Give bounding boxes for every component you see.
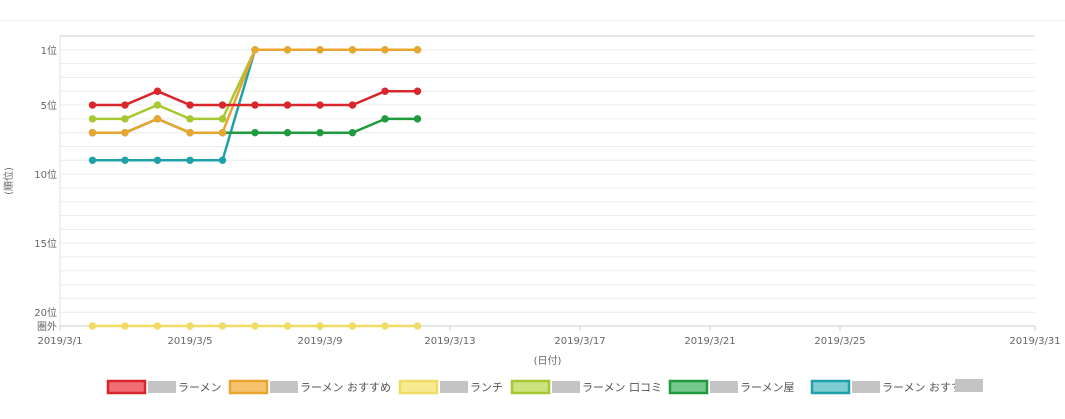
data-point	[348, 322, 357, 330]
data-point	[283, 128, 292, 137]
data-point	[186, 101, 194, 109]
y-axis-title: (順位)	[2, 167, 15, 195]
data-point	[186, 156, 194, 164]
data-point	[218, 115, 227, 123]
x-tick-label: 2019/3/1	[38, 336, 83, 347]
legend-item: ラーメン屋	[668, 379, 795, 395]
y-tick-label: 15位	[34, 237, 57, 250]
data-point	[251, 322, 259, 330]
data-point	[153, 87, 162, 95]
data-point	[121, 101, 129, 109]
data-point	[348, 46, 357, 54]
series-1	[88, 87, 422, 109]
y-tick-label: 5位	[41, 99, 57, 112]
data-point	[283, 101, 292, 109]
data-point	[121, 115, 129, 123]
y-tick-label: 20位	[34, 306, 57, 319]
data-point	[316, 322, 324, 330]
series-4	[88, 46, 422, 123]
x-tick-label: 2019/3/13	[424, 336, 475, 347]
data-point	[186, 128, 194, 137]
data-point	[413, 87, 422, 95]
legend-label: ラーメン おすすめ	[300, 381, 391, 394]
data-point	[381, 322, 389, 330]
legend-swatch	[228, 379, 269, 395]
data-point	[88, 128, 97, 137]
legend-swatch	[668, 379, 709, 395]
data-point	[283, 322, 292, 330]
data-point	[88, 322, 97, 330]
data-point	[348, 128, 357, 137]
data-point	[251, 101, 259, 109]
legend-label: ラーメン	[178, 381, 222, 394]
data-point	[186, 322, 194, 330]
legend-swatch	[810, 379, 851, 395]
data-point	[186, 115, 194, 123]
data-point	[121, 156, 129, 164]
legend-item: ラーメン おすすめ	[810, 379, 973, 395]
legend-item: ラーメン おすすめ	[228, 379, 391, 395]
data-point	[121, 322, 129, 330]
legend-redaction	[270, 381, 298, 393]
data-point	[381, 115, 389, 123]
data-point	[218, 156, 227, 164]
series-3	[88, 322, 422, 330]
data-point	[316, 46, 324, 54]
legend-label: ラーメン 口コミ	[582, 381, 662, 394]
legend-redaction	[148, 381, 176, 393]
legend-redaction-tail	[955, 379, 983, 392]
legend-label: ラーメン おすすめ	[882, 381, 973, 394]
data-point	[381, 46, 389, 54]
legend-redaction	[552, 381, 580, 393]
data-point	[413, 46, 422, 54]
x-tick-label: 2019/3/31	[1009, 336, 1060, 347]
data-point	[218, 101, 227, 109]
data-point	[348, 101, 357, 109]
y-tick-label: 1位	[41, 44, 57, 57]
legend-label: ランチ	[470, 381, 503, 394]
data-point	[251, 46, 259, 54]
legend-item: ラーメン 口コミ	[510, 379, 662, 395]
legend-swatch	[398, 379, 439, 395]
data-point	[88, 156, 97, 164]
legend-item: ランチ	[398, 379, 503, 395]
x-axis-title: (日付)	[534, 354, 562, 367]
data-point	[316, 101, 324, 109]
grid-lines	[60, 49, 1035, 313]
legend-swatch	[106, 379, 147, 395]
data-point	[283, 46, 292, 54]
legend-redaction	[852, 381, 880, 393]
series-2	[88, 46, 422, 137]
x-tick-label: 2019/3/21	[684, 336, 735, 347]
data-point	[381, 87, 389, 95]
legend-swatch	[510, 379, 551, 395]
data-point	[88, 115, 97, 123]
legend: ラーメン ラーメン おすすめ ランチ ラーメン 口コミ ラーメン屋 ラーメン おすすめ	[106, 379, 983, 395]
data-point	[153, 322, 162, 330]
header-divider	[0, 20, 1065, 21]
data-point	[413, 322, 422, 330]
x-tick-label: 2019/3/9	[298, 336, 343, 347]
data-point	[218, 128, 227, 137]
data-point	[153, 156, 162, 164]
data-point	[316, 128, 324, 137]
x-tick-label: 2019/3/25	[814, 336, 865, 347]
legend-item: ラーメン	[106, 379, 222, 395]
x-tick-label: 2019/3/17	[554, 336, 605, 347]
y-tick-label: 10位	[34, 168, 57, 181]
legend-redaction	[440, 381, 468, 393]
data-point	[153, 115, 162, 123]
data-point	[413, 115, 422, 123]
data-point	[121, 128, 129, 137]
data-point	[218, 322, 227, 330]
data-point	[88, 101, 97, 109]
legend-label: ラーメン屋	[740, 381, 795, 394]
y-tick-label: 圏外	[37, 321, 57, 333]
legend-redaction	[710, 381, 738, 393]
data-point	[153, 101, 162, 109]
data-point	[251, 128, 259, 137]
x-tick-label: 2019/3/5	[168, 336, 213, 347]
